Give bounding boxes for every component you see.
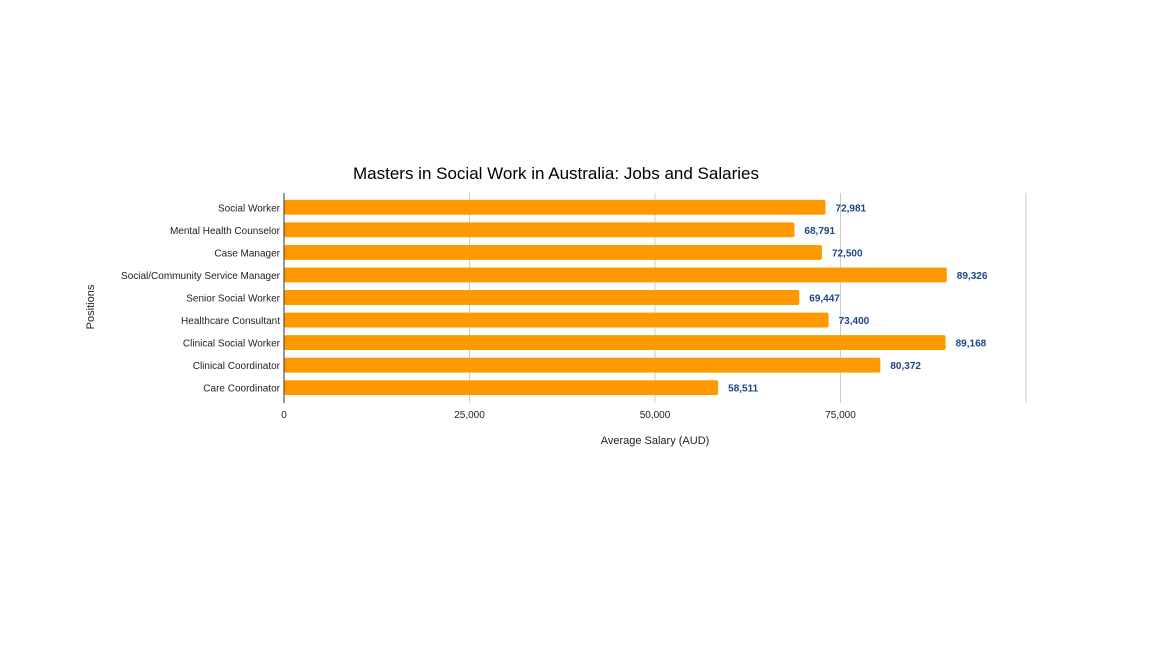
value-label-6: 89,168 xyxy=(956,339,987,350)
x-tick-label-1: 25,000 xyxy=(454,410,485,421)
bar-0 xyxy=(284,199,826,215)
value-label-8: 58,511 xyxy=(728,384,758,395)
value-label-2: 72,500 xyxy=(832,248,863,259)
category-label-8: Care Coordinator xyxy=(203,384,280,395)
value-label-4: 69,447 xyxy=(809,294,840,305)
labels: 0 25,000 50,000 75,000 Social Worker 72,981 Me… xyxy=(121,203,988,421)
bar-3 xyxy=(284,267,947,283)
x-axis-title: Average Salary (AUD) xyxy=(601,435,710,447)
bar-2 xyxy=(284,244,822,260)
value-label-1: 68,791 xyxy=(804,226,835,237)
bars xyxy=(284,199,947,396)
category-label-3: Social/Community Service Manager xyxy=(121,271,281,282)
value-label-7: 80,372 xyxy=(890,361,921,372)
y-axis-title: Positions xyxy=(85,284,97,329)
category-label-5: Healthcare Consultant xyxy=(181,316,280,327)
x-tick-label-3: 75,000 xyxy=(825,410,856,421)
chart-title: Masters in Social Work in Australia: Job… xyxy=(353,164,759,183)
value-label-5: 73,400 xyxy=(839,316,870,327)
x-tick-label-0: 0 xyxy=(281,410,287,421)
bar-6 xyxy=(284,335,946,351)
category-label-6: Clinical Social Worker xyxy=(183,339,281,350)
category-label-7: Clinical Coordinator xyxy=(193,361,281,372)
category-label-4: Senior Social Worker xyxy=(186,294,280,305)
bar-4 xyxy=(284,290,800,305)
value-label-0: 72,981 xyxy=(836,203,867,214)
x-tick-label-2: 50,000 xyxy=(640,410,671,421)
category-label-2: Case Manager xyxy=(214,248,280,259)
category-label-0: Social Worker xyxy=(218,203,281,214)
bar-1 xyxy=(284,222,795,238)
bar-7 xyxy=(284,357,881,373)
value-label-3: 89,326 xyxy=(957,271,988,282)
bar-5 xyxy=(284,312,829,328)
category-label-1: Mental Health Counselor xyxy=(170,226,281,237)
bar-8 xyxy=(284,380,719,396)
